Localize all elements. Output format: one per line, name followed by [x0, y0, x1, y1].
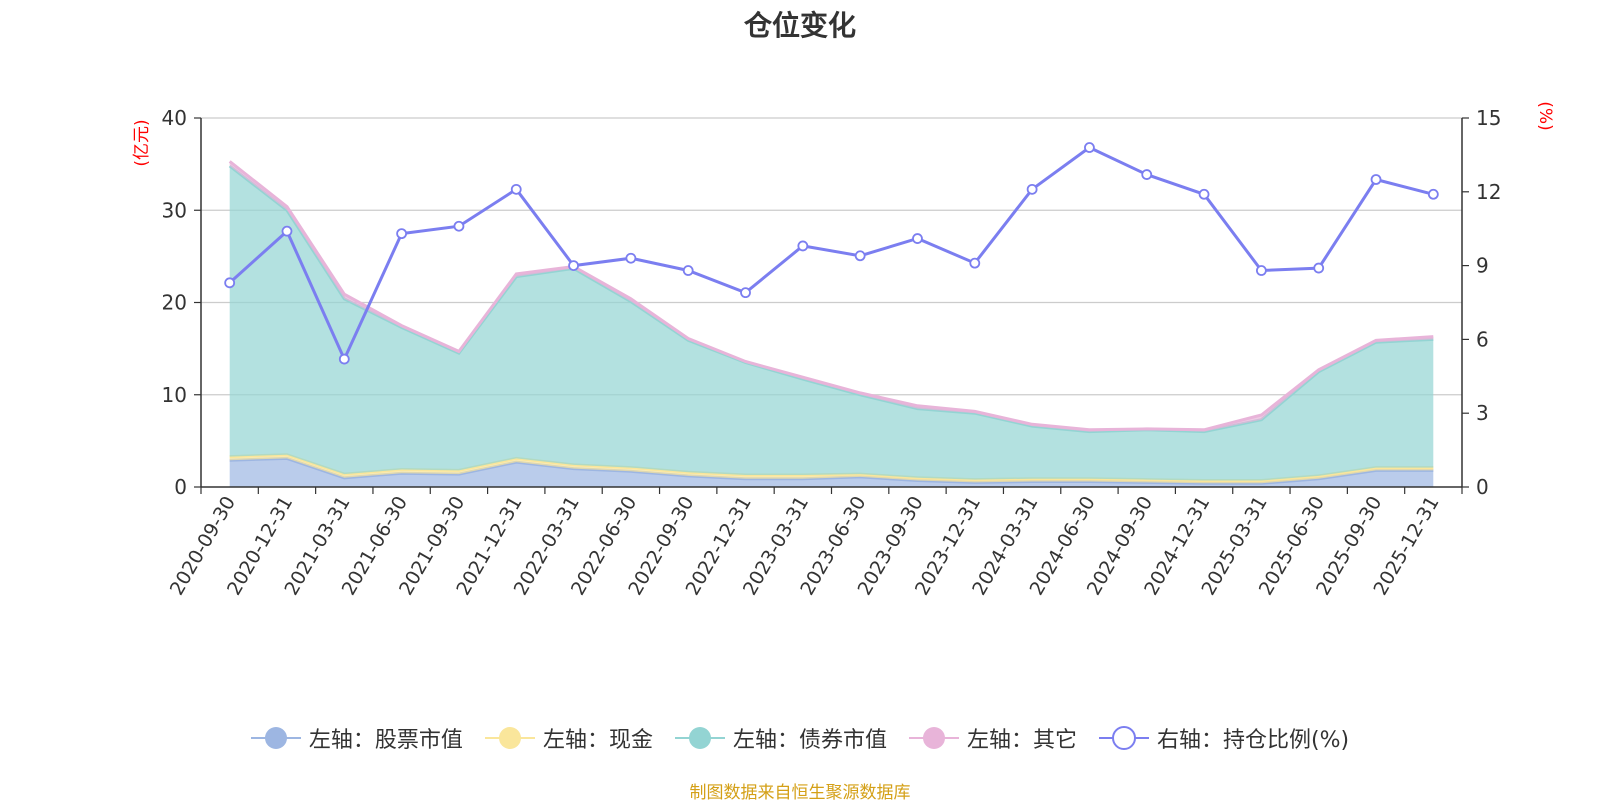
legend-item[interactable]: 左轴：其它 [908, 722, 1077, 754]
ratio-point [1313, 262, 1325, 274]
legend-swatch-icon [484, 727, 535, 749]
ratio-point [1084, 142, 1095, 153]
ratio-point [625, 252, 637, 264]
legend-swatch-marker [264, 727, 287, 749]
ratio-point [797, 240, 809, 252]
ratio-point [510, 183, 522, 195]
ratio-point [1026, 183, 1038, 195]
right-axis-tick-label: 3 [1476, 401, 1489, 425]
left-axis-unit: (亿元) [132, 119, 152, 166]
ratio-point [1141, 169, 1153, 180]
right-axis-tick-label: 12 [1476, 180, 1501, 204]
legend-item[interactable]: 左轴：债券市值 [674, 722, 887, 754]
ratio-point [912, 233, 923, 244]
right-axis-tick-label: 6 [1476, 327, 1489, 351]
left-axis-tick-label: 40 [162, 106, 187, 130]
ratio-line [228, 145, 1434, 363]
legend-swatch-marker [922, 727, 945, 749]
ratio-point [1370, 174, 1382, 185]
ratio-point [453, 220, 465, 232]
legend-swatch-marker [498, 727, 521, 749]
area-fill [229, 454, 1434, 484]
legend-swatch-icon [1098, 726, 1149, 750]
legend-swatch-marker [1111, 726, 1136, 750]
legend-swatch-icon [674, 727, 725, 749]
right-axis-tick-label: 0 [1476, 475, 1489, 499]
legend-label: 左轴：现金 [542, 728, 653, 753]
stacked-areas [228, 160, 1434, 487]
right-axis-tick-label: 15 [1476, 106, 1501, 130]
legend-swatch-icon [908, 727, 959, 749]
left-axis-tick-label: 10 [162, 383, 187, 407]
ratio-point [740, 287, 751, 299]
ratio-point [568, 260, 579, 272]
ratio-point [854, 250, 866, 262]
right-axis-unit: (%) [1535, 101, 1555, 130]
legend-label: 左轴：股票市值 [308, 728, 463, 753]
legend: 左轴：股票市值 左轴：现金 左轴：债券市值 左轴：其它 右轴：持仓比例(%) [0, 718, 1600, 758]
right-axis-tick-label: 9 [1476, 254, 1489, 278]
legend-label: 左轴：其它 [966, 728, 1077, 753]
left-axis-tick-label: 0 [174, 475, 187, 499]
area-top-line [228, 160, 1434, 432]
legend-item[interactable]: 左轴：现金 [484, 722, 653, 754]
ratio-point [1255, 265, 1267, 276]
legend-swatch-marker [688, 727, 711, 749]
ratio-point [281, 225, 293, 237]
ratio-point [682, 265, 694, 276]
ratio-line-series [224, 142, 1439, 365]
left-axis-tick-label: 20 [162, 291, 187, 315]
ratio-point [396, 228, 408, 240]
ratio-point [338, 353, 350, 365]
legend-item[interactable]: 右轴：持仓比例(%) [1098, 722, 1350, 754]
legend-item[interactable]: 左轴：股票市值 [250, 722, 463, 754]
source-note: 制图数据来自恒生聚源数据库 [689, 783, 911, 803]
ratio-point [1198, 188, 1210, 200]
area-fill [229, 458, 1434, 487]
area-fill [229, 166, 1434, 481]
legend-label: 左轴：债券市值 [732, 728, 887, 753]
left-axis-tick-label: 30 [162, 198, 187, 222]
ratio-point [1427, 188, 1439, 200]
ratio-point [969, 257, 981, 269]
legend-swatch-icon [250, 727, 301, 749]
ratio-point [224, 277, 236, 289]
legend-label: 右轴：持仓比例(%) [1156, 728, 1350, 753]
chart-title: 仓位变化 [743, 9, 856, 42]
